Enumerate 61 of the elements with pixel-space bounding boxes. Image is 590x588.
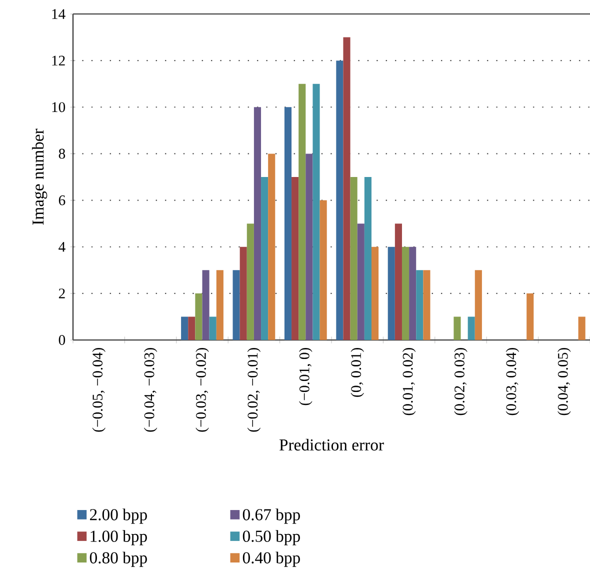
bar [357, 224, 364, 340]
bar [320, 200, 327, 340]
x-axis-title: Prediction error [279, 438, 384, 451]
x-tick-label: (−0.02, −0.01) [247, 348, 261, 432]
bar [526, 293, 534, 340]
x-tick-label: (−0.04, −0.03) [144, 348, 158, 432]
bar [188, 316, 196, 340]
bar [394, 224, 402, 340]
bar [232, 270, 240, 340]
bar [268, 154, 276, 340]
bar [578, 316, 586, 340]
bar [292, 176, 299, 340]
x-tick-label: (−0.01, 0) [299, 348, 312, 406]
y-axis-title: Image number [32, 128, 48, 225]
x-tick-label: (0.04, 0.05) [558, 348, 571, 416]
bar [254, 107, 262, 340]
bar [284, 107, 292, 340]
legend-label: 0.80 bpp [90, 552, 147, 567]
bar [468, 316, 475, 340]
y-tick-label: 4 [58, 242, 66, 252]
bar [416, 270, 424, 340]
y-tick-label: 8 [58, 148, 66, 159]
x-tick-label: (0.02, 0.03) [454, 348, 468, 416]
bar [195, 293, 202, 340]
bar [454, 316, 461, 340]
legend-label: 0.50 bpp [242, 530, 300, 546]
bar [298, 84, 306, 340]
x-tick-label: (0, 0.01) [350, 348, 364, 397]
legend-label: 1.00 bpp [90, 530, 147, 546]
bar [371, 246, 379, 340]
bar [343, 37, 350, 340]
y-tick-label: 6 [58, 195, 66, 206]
bar [409, 246, 416, 340]
bar [261, 176, 268, 340]
legend-label: 2.00 bpp [90, 508, 147, 524]
y-tick-label: 12 [52, 56, 65, 66]
x-tick-label: (−0.05, −0.04) [92, 348, 106, 432]
bar [423, 270, 430, 340]
bar [202, 270, 210, 340]
x-tick-label: (0.01, 0.02) [402, 348, 416, 416]
bar [402, 246, 410, 340]
y-tick-label: 10 [52, 102, 66, 112]
y-tick-label: 0 [58, 335, 66, 345]
x-tick-label: (0.03, 0.04) [506, 348, 520, 416]
bar [240, 246, 247, 340]
legend-label: 0.67 bpp [242, 508, 300, 524]
bar [350, 176, 358, 340]
bar [306, 154, 313, 340]
bar [209, 316, 216, 340]
bar [312, 84, 320, 340]
legend-label: 0.40 bpp [242, 552, 300, 567]
y-tick-label: 2 [58, 288, 65, 298]
bar [364, 176, 372, 340]
bar [474, 270, 482, 340]
bar [388, 246, 395, 340]
bar [246, 224, 254, 340]
bar [336, 60, 344, 340]
x-tick-label: (−0.03, −0.02) [196, 348, 209, 432]
y-tick-label: 14 [52, 9, 66, 19]
bar [216, 270, 224, 340]
bar [181, 316, 188, 340]
